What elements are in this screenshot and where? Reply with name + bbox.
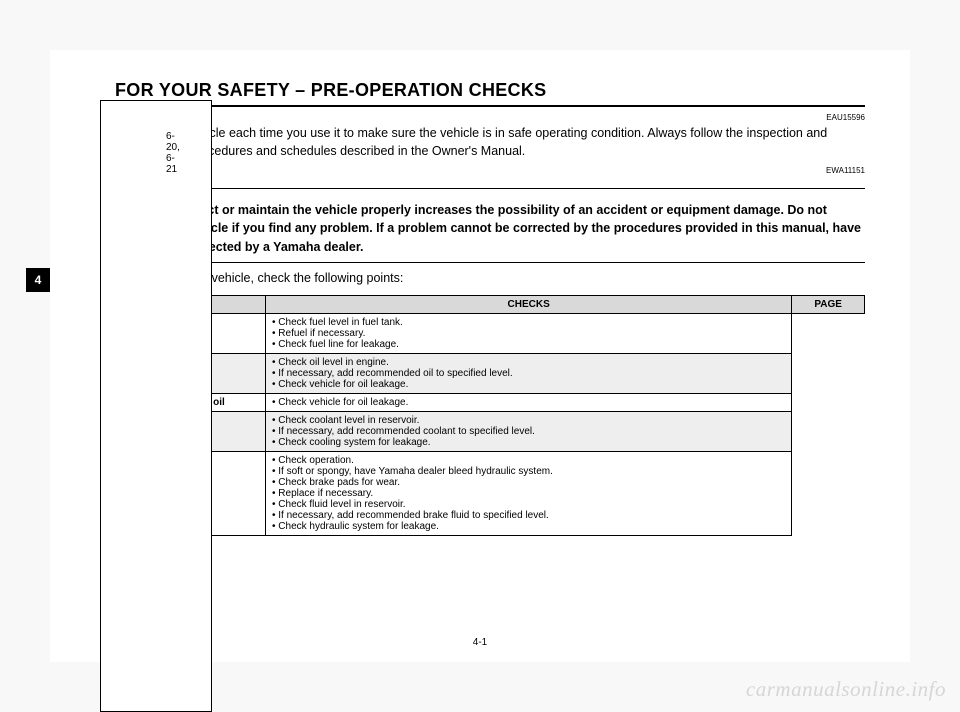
cell-page: 6-20, 6-21: [100, 100, 212, 712]
watermark: carmanualsonline.info: [746, 677, 946, 702]
check-item: Check vehicle for oil leakage.: [272, 379, 785, 390]
check-item: If necessary, add recommended coolant to…: [272, 426, 785, 437]
check-item: Check coolant level in reservoir.: [272, 415, 785, 426]
table-row: CoolantCheck coolant level in reservoir.…: [116, 411, 865, 451]
cell-checks: Check vehicle for oil leakage.: [266, 393, 792, 411]
check-item: Refuel if necessary.: [272, 328, 785, 339]
col-page: PAGE: [792, 295, 865, 313]
check-item: Check operation.: [272, 455, 785, 466]
table-row: Engine oilCheck oil level in engine.If n…: [116, 353, 865, 393]
check-item: Check fuel level in fuel tank.: [272, 317, 785, 328]
check-item: Check vehicle for oil leakage.: [272, 397, 785, 408]
table-row: Final transmission oilCheck vehicle for …: [116, 393, 865, 411]
table-row: FuelCheck fuel level in fuel tank.Refuel…: [116, 313, 865, 353]
check-item: Check hydraulic system for leakage.: [272, 521, 785, 532]
table-header-row: ITEM CHECKS PAGE: [116, 295, 865, 313]
before-text: Before using this vehicle, check the fol…: [115, 271, 865, 285]
section-tab: 4: [26, 268, 50, 292]
warning-header: ⚠ WARNING: [115, 179, 865, 197]
intro-text: Inspect your vehicle each time you use i…: [115, 124, 865, 160]
page-title: FOR YOUR SAFETY – PRE-OPERATION CHECKS: [115, 80, 865, 107]
ref-code-1: EAU15596: [115, 113, 865, 122]
cell-checks: Check coolant level in reservoir.If nece…: [266, 411, 792, 451]
check-item: Check brake pads for wear.: [272, 477, 785, 488]
cell-checks: Check fuel level in fuel tank.Refuel if …: [266, 313, 792, 353]
table-row: Front brakeCheck operation.If soft or sp…: [116, 451, 865, 535]
check-item: Check fluid level in reservoir.: [272, 499, 785, 510]
check-item: Replace if necessary.: [272, 488, 785, 499]
check-item: Check cooling system for leakage.: [272, 437, 785, 448]
warning-text: Failure to inspect or maintain the vehic…: [115, 201, 865, 255]
manual-page: 4 FOR YOUR SAFETY – PRE-OPERATION CHECKS…: [50, 50, 910, 662]
warning-rule: [195, 188, 865, 189]
check-item: Check fuel line for leakage.: [272, 339, 785, 350]
col-checks: CHECKS: [266, 295, 792, 313]
cell-checks: Check oil level in engine.If necessary, …: [266, 353, 792, 393]
warning-closing-rule: [115, 262, 865, 263]
check-item: If soft or spongy, have Yamaha dealer bl…: [272, 466, 785, 477]
check-item: If necessary, add recommended brake flui…: [272, 510, 785, 521]
cell-checks: Check operation.If soft or spongy, have …: [266, 451, 792, 535]
check-item: If necessary, add recommended oil to spe…: [272, 368, 785, 379]
check-item: Check oil level in engine.: [272, 357, 785, 368]
checks-table: ITEM CHECKS PAGE FuelCheck fuel level in…: [115, 295, 865, 536]
page-number: 4-1: [50, 637, 910, 648]
ref-code-2: EWA11151: [115, 166, 865, 175]
